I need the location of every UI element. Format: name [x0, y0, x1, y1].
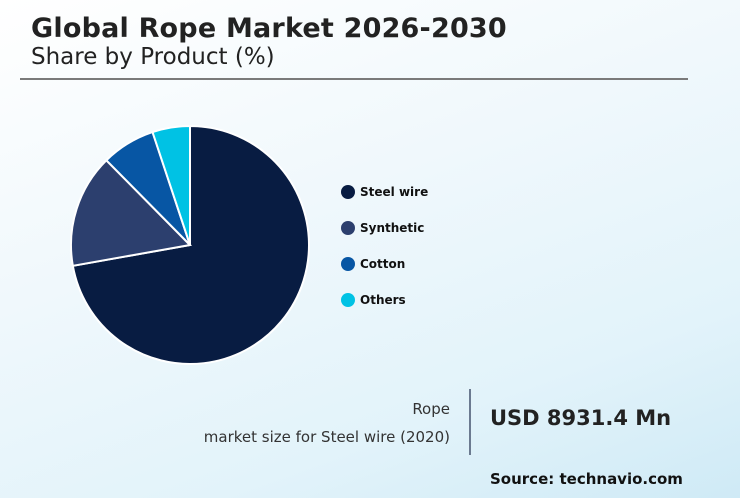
chart-subtitle: Share by Product (%): [31, 44, 275, 70]
legend-dot-icon: [341, 257, 355, 271]
legend-item-synthetic: Synthetic: [341, 210, 428, 246]
header-divider: [20, 78, 688, 80]
pie-slice-synthetic: [70, 158, 193, 267]
stat-value: USD 8931.4 Mn: [490, 406, 672, 430]
stat-label-line1: Rope: [412, 400, 450, 418]
stat-label-line2: market size for Steel wire (2020): [203, 428, 450, 446]
legend-dot-icon: [341, 185, 355, 199]
chart-title: Global Rope Market 2026-2030: [31, 13, 507, 44]
legend-label: Others: [360, 293, 406, 307]
source-credit: Source: technavio.com: [490, 470, 683, 488]
legend-dot-icon: [341, 221, 355, 235]
legend-item-others: Others: [341, 282, 428, 318]
legend-dot-icon: [341, 293, 355, 307]
legend-item-cotton: Cotton: [341, 246, 428, 282]
stat-divider: [469, 389, 471, 455]
legend: Steel wire Synthetic Cotton Others: [341, 174, 428, 318]
legend-label: Synthetic: [360, 221, 425, 235]
pie-slice-others: [151, 124, 191, 246]
legend-item-steel-wire: Steel wire: [341, 174, 428, 210]
legend-label: Cotton: [360, 257, 406, 271]
pie-chart: [70, 124, 310, 365]
legend-label: Steel wire: [360, 185, 429, 199]
